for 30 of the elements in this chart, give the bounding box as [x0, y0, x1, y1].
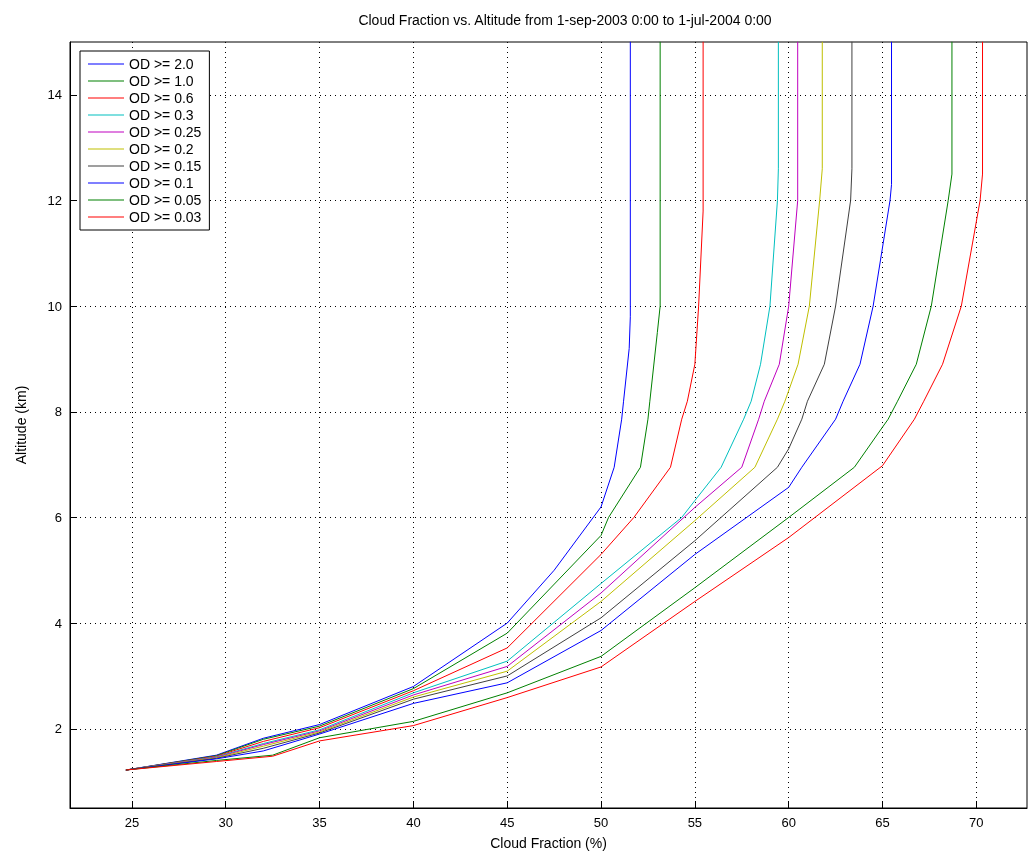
legend-label: OD >= 0.03: [129, 209, 202, 225]
x-tick-label: 60: [781, 815, 796, 830]
x-tick-label: 30: [218, 815, 233, 830]
y-tick-label: 12: [47, 192, 62, 208]
chart-title: Cloud Fraction vs. Altitude from 1-sep-2003 0:00 to 1-jul-2004 0:00: [358, 12, 772, 28]
legend-label: OD >= 0.1: [129, 175, 194, 191]
x-tick-label: 65: [875, 815, 890, 830]
y-tick-label: 10: [47, 298, 62, 314]
x-tick-label: 25: [124, 815, 140, 830]
x-tick-label: 35: [312, 815, 327, 830]
y-tick-label: 8: [54, 404, 62, 420]
legend-label: OD >= 0.25: [129, 124, 202, 140]
x-axis-title: Cloud Fraction (%): [490, 835, 607, 851]
legend-label: OD >= 0.15: [129, 158, 202, 174]
y-tick-label: 2: [54, 721, 62, 737]
y-axis-title: Altitude (km): [13, 385, 29, 465]
y-tick-label: 6: [54, 509, 62, 525]
legend-label: OD >= 1.0: [129, 73, 194, 89]
legend-label: OD >= 0.3: [129, 107, 194, 123]
x-tick-label: 55: [687, 815, 703, 830]
legend-label: OD >= 0.2: [129, 141, 194, 157]
x-tick-label: 40: [406, 815, 421, 830]
x-tick-label: 45: [499, 815, 515, 830]
x-tick-label: 50: [593, 815, 609, 830]
x-tick-label: 70: [969, 815, 984, 830]
legend-label: OD >= 0.6: [129, 90, 194, 106]
legend-label: OD >= 0.05: [129, 192, 202, 208]
legend-label: OD >= 2.0: [129, 56, 194, 72]
y-tick-label: 4: [54, 615, 62, 631]
y-tick-label: 14: [47, 87, 62, 103]
